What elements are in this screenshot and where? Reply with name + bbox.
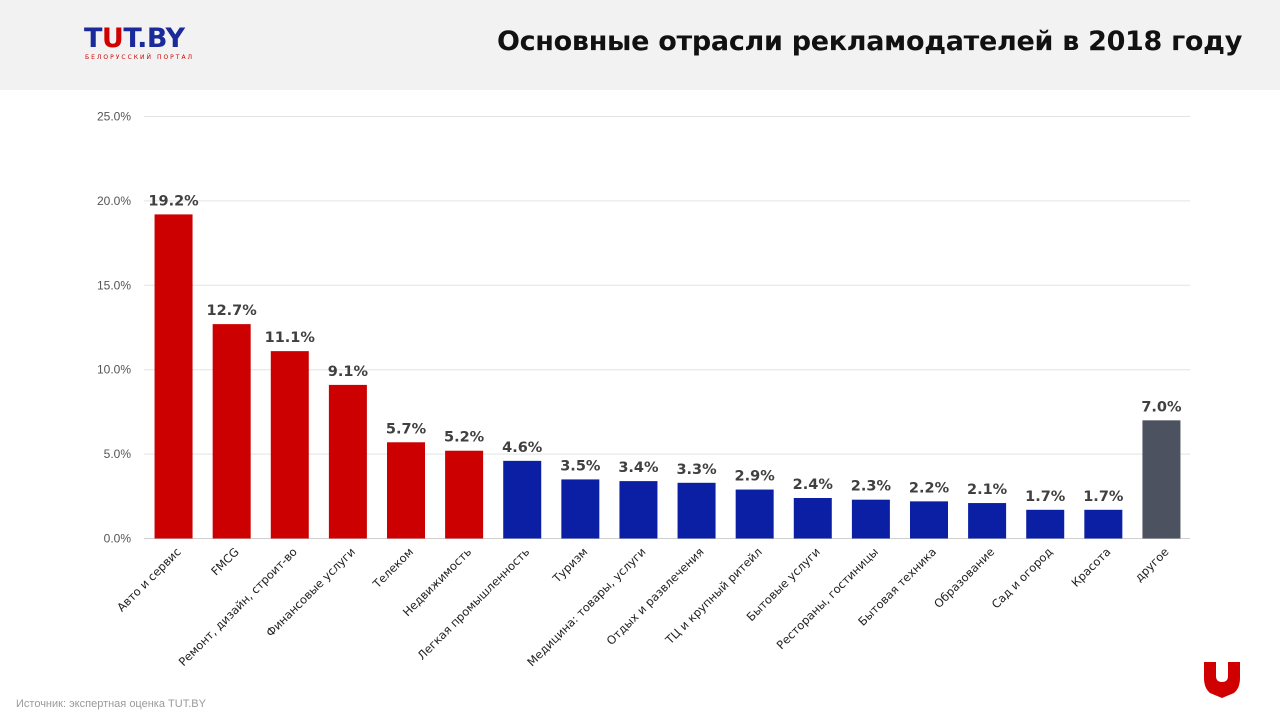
x-tick-label: FMCG <box>208 545 242 579</box>
bar <box>154 214 193 539</box>
bar-value-label: 2.3% <box>851 479 892 495</box>
bar <box>328 384 367 539</box>
y-axis-ticks: 0.0% 5.0% 10.0% 15.0% 20.0% 25.0% <box>97 110 131 546</box>
x-tick-label: Отдых и развлечения <box>604 545 707 648</box>
x-tick-label: другое <box>1132 545 1172 585</box>
x-tick-label: Ремонт, дизайн, строит-во <box>176 545 300 669</box>
bar <box>445 450 484 539</box>
bar <box>561 479 600 539</box>
y-tick-label: 20.0% <box>97 194 131 208</box>
x-tick-label: Телеком <box>369 545 416 592</box>
chart-value-labels: 19.2% 12.7% 11.1% 9.1% 5.7% 5.2% 4.6% 3.5% 3.4% 3… <box>148 193 1182 504</box>
bar <box>677 482 716 539</box>
x-tick-label: Легкая промышленность <box>414 545 532 663</box>
bar-value-label: 2.2% <box>909 480 950 496</box>
logo-tagline: БЕЛОРУССКИЙ ПОРТАЛ <box>85 54 195 61</box>
bar-value-label: 12.7% <box>207 303 258 319</box>
bar-value-label: 11.1% <box>265 330 316 346</box>
bar-value-label: 9.1% <box>328 364 369 380</box>
bar <box>387 442 425 539</box>
bar <box>793 497 832 539</box>
bar <box>1084 509 1123 539</box>
x-tick-label: Авто и сервис <box>114 545 184 615</box>
bar <box>735 489 774 539</box>
bar-value-label: 2.4% <box>793 477 834 493</box>
bar-chart: 0.0%5.0%10.0%15.0%20.0%25.0% 19.2%12.7%1… <box>97 110 1190 670</box>
x-tick-label: ТЦ и крупный ритейл <box>662 545 765 648</box>
y-tick-label: 0.0% <box>104 532 132 546</box>
bar <box>503 460 542 539</box>
chart-bars <box>154 214 1181 539</box>
y-tick-label: 25.0% <box>97 110 131 124</box>
bar-value-label: 3.5% <box>560 458 601 474</box>
y-tick-label: 15.0% <box>97 278 131 292</box>
bar-value-label: 3.4% <box>618 460 659 476</box>
bar <box>619 481 658 539</box>
bar <box>212 324 251 539</box>
x-tick-label: Рестораны, гостиницы <box>774 545 881 652</box>
bar-value-label: 5.2% <box>444 430 485 446</box>
bar <box>1026 509 1065 539</box>
bar-value-label: 1.7% <box>1083 489 1124 505</box>
bar <box>270 351 309 539</box>
x-tick-label: Образование <box>931 545 997 611</box>
logo-wordmark: TUT.BY <box>84 23 185 54</box>
x-tick-label: Туризм <box>549 545 590 586</box>
bar-value-label: 2.1% <box>967 482 1008 498</box>
source-note: Источник: экспертная оценка TUT.BY <box>16 698 206 710</box>
header-bar: TUT.BY БЕЛОРУССКИЙ ПОРТАЛ Основные отрас… <box>0 0 1280 90</box>
bar <box>1142 420 1181 539</box>
bar <box>851 499 890 539</box>
bar-value-label: 4.6% <box>502 440 543 456</box>
chart-gridlines <box>144 116 1190 539</box>
tutby-logo[interactable]: TUT.BY БЕЛОРУССКИЙ ПОРТАЛ <box>84 24 204 64</box>
bar-value-label: 1.7% <box>1025 489 1066 505</box>
y-tick-label: 5.0% <box>104 447 132 461</box>
bar <box>910 501 948 539</box>
bar-value-label: 3.3% <box>676 462 717 478</box>
bar-value-label: 2.9% <box>735 469 776 485</box>
y-tick-label: 10.0% <box>97 363 131 377</box>
x-tick-label: Медицина: товары, услуги <box>524 545 648 669</box>
x-tick-label: Красота <box>1068 545 1113 590</box>
x-tick-label: Сад и огород <box>989 545 1056 612</box>
chart-title: Основные отрасли рекламодателей в 2018 г… <box>496 26 1242 57</box>
bar-value-label: 5.7% <box>386 421 427 437</box>
bar-value-label: 7.0% <box>1141 399 1182 415</box>
bar-value-label: 19.2% <box>148 193 199 209</box>
bar <box>968 503 1007 539</box>
tutby-u-icon <box>1204 662 1240 698</box>
